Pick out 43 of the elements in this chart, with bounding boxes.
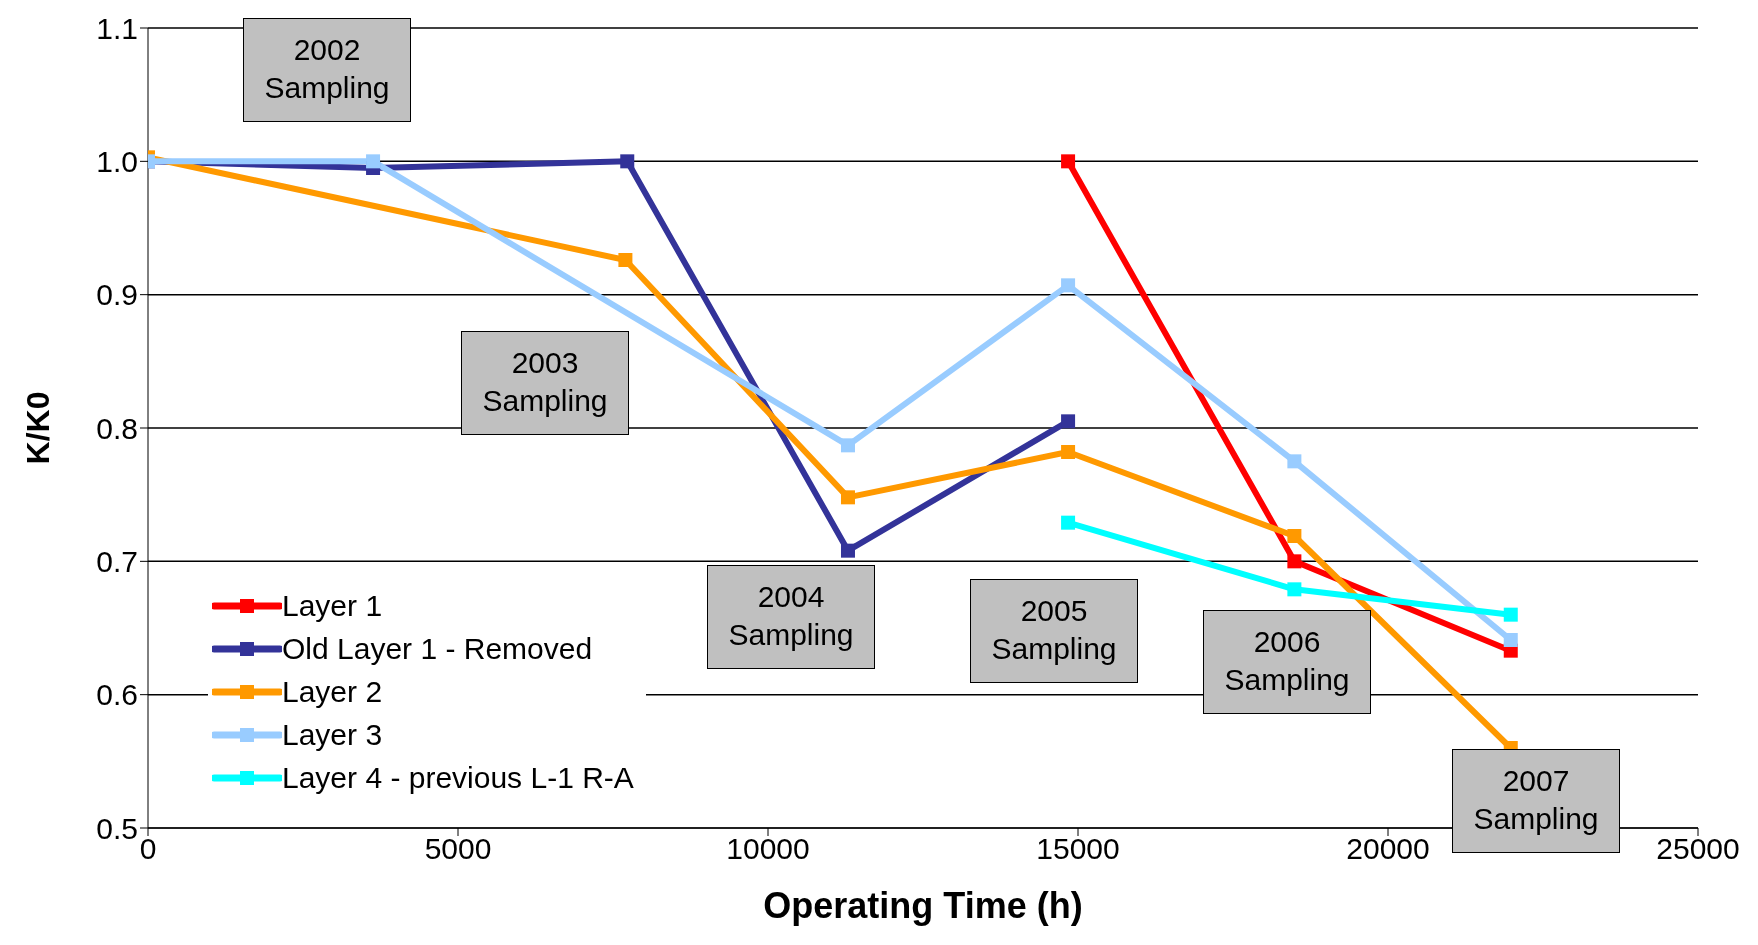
legend-label: Layer 1 (282, 588, 383, 623)
y-tick-label: 1.0 (96, 144, 138, 178)
point (840, 438, 855, 453)
legend-label: Layer 2 (282, 674, 383, 709)
x-tick-label: 15000 (1036, 832, 1120, 866)
x-tick-label: 5000 (424, 832, 492, 866)
point (1061, 515, 1076, 530)
y-tick-label: 0.5 (96, 811, 138, 845)
y-tick-label: 0.6 (96, 678, 138, 712)
point (1061, 278, 1076, 293)
annotation: 2006 Sampling (1223, 624, 1351, 698)
point (1503, 633, 1518, 647)
y-tick-label: 0.9 (96, 278, 138, 312)
point (1503, 607, 1518, 622)
point (840, 543, 855, 558)
annotation: 2007 Sampling (1472, 763, 1600, 837)
point (366, 154, 381, 169)
x-tick-label: 0 (139, 832, 157, 866)
x-tick-label: 25000 (1656, 832, 1740, 866)
y-axis-title: K/K0 (20, 391, 57, 465)
point (1287, 582, 1302, 597)
point (618, 253, 633, 267)
point (1061, 154, 1076, 169)
point (1061, 414, 1076, 429)
legend-label: Layer 4 - previous L-1 R-A (282, 760, 634, 795)
x-tick-label: 10000 (726, 832, 810, 866)
point (840, 490, 855, 505)
point (1287, 529, 1302, 543)
legend-label: Old Layer 1 - Removed (282, 631, 593, 666)
point (620, 154, 635, 169)
y-tick-label: 0.7 (96, 544, 138, 578)
point (1287, 554, 1302, 569)
point (1287, 454, 1302, 469)
annotation: 2002 Sampling (263, 32, 391, 106)
x-tick-label: 20000 (1346, 832, 1430, 866)
annotation: 2004 Sampling (727, 579, 855, 653)
y-tick-label: 1.1 (96, 11, 138, 45)
y-tick-label: 0.8 (96, 411, 138, 445)
legend-label: Layer 3 (282, 717, 383, 752)
point (1061, 445, 1076, 459)
annotation: 2003 Sampling (481, 345, 609, 419)
annotation: 2005 Sampling (990, 593, 1118, 667)
x-axis-title: Operating Time (h) (763, 885, 1083, 926)
